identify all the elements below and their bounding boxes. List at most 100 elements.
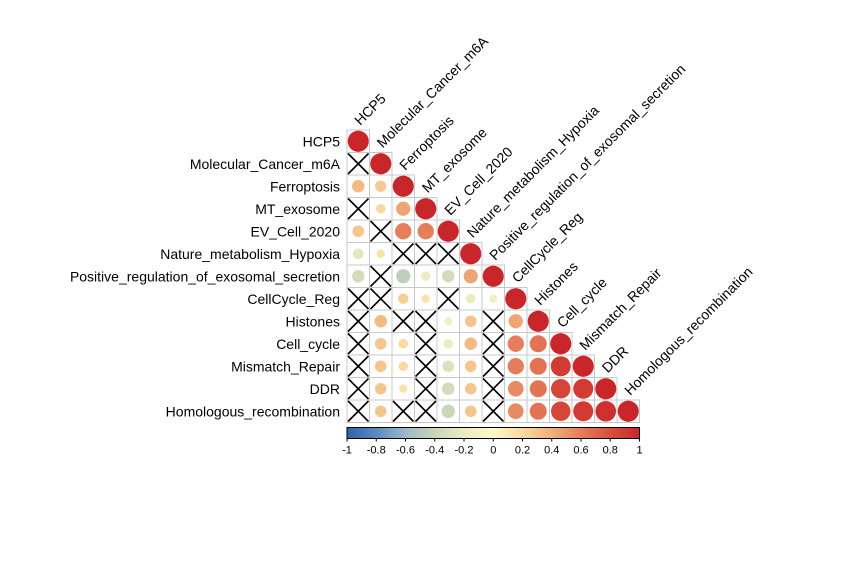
insignificant-mark	[437, 242, 460, 265]
row-label: HCP5	[303, 133, 341, 149]
correlation-circle	[529, 335, 547, 353]
matrix-cell	[549, 399, 573, 423]
insignificant-mark	[347, 332, 370, 355]
correlation-circle	[441, 404, 455, 418]
matrix-cell	[369, 377, 393, 401]
matrix-cell	[459, 242, 483, 266]
correlation-circle	[550, 333, 572, 355]
matrix-cell	[369, 242, 393, 266]
matrix-cell	[346, 152, 370, 176]
correlation-circle	[463, 269, 478, 284]
matrix-cell	[391, 287, 415, 311]
matrix-cell	[391, 219, 415, 243]
matrix-cell	[459, 377, 483, 401]
matrix-cell	[481, 332, 505, 356]
matrix-cell	[414, 309, 438, 333]
matrix-cell	[369, 399, 393, 423]
row-label: Mismatch_Repair	[231, 358, 340, 374]
matrix-cell	[436, 242, 460, 266]
correlation-circle	[395, 223, 412, 240]
matrix-cell	[481, 309, 505, 333]
correlation-circle	[396, 269, 411, 284]
matrix-cells	[346, 129, 640, 423]
correlation-circle	[529, 357, 547, 375]
matrix-cell	[594, 377, 618, 401]
colorbar-tick-label: 0.8	[603, 445, 618, 457]
insignificant-mark	[369, 287, 392, 310]
correlation-circle	[464, 315, 477, 328]
correlation-circle	[505, 288, 527, 310]
matrix-cell	[414, 354, 438, 378]
correlation-circle	[352, 225, 365, 238]
correlation-circle	[392, 175, 414, 197]
correlation-circle	[415, 198, 437, 220]
colorbar-tick-label: -0.4	[425, 445, 444, 457]
correlation-circle	[529, 380, 547, 398]
matrix-cell	[481, 399, 505, 423]
matrix-cell	[369, 354, 393, 378]
colorbar-ticks: -1 -0.8 -0.6 -0.4 -0.2 0 0.2 0.4 0.6 0.8 1	[342, 438, 643, 457]
matrix-cell	[481, 287, 505, 311]
insignificant-mark	[414, 377, 437, 400]
matrix-cell	[504, 354, 528, 378]
matrix-cell	[414, 264, 438, 288]
correlation-circle	[437, 220, 459, 242]
colorbar-tick-label: 0	[490, 445, 496, 457]
colorbar-tick-label: -0.6	[396, 445, 415, 457]
row-labels: HCP5 Molecular_Cancer_m6A Ferroptosis MT_ex…	[70, 133, 341, 419]
matrix-cell	[391, 377, 415, 401]
correlation-circle	[374, 360, 387, 373]
matrix-cell	[414, 332, 438, 356]
row-label: Ferroptosis	[270, 178, 340, 194]
matrix-cell	[346, 399, 370, 423]
matrix-cell	[549, 332, 573, 356]
correlation-circle	[464, 382, 477, 395]
matrix-cell	[549, 354, 573, 378]
correlation-circle	[374, 382, 387, 395]
matrix-cell	[391, 242, 415, 266]
insignificant-mark	[347, 355, 370, 378]
correlation-circle	[444, 317, 453, 326]
matrix-cell	[459, 332, 483, 356]
matrix-cell	[346, 332, 370, 356]
row-label: CellCycle_Reg	[247, 291, 340, 307]
matrix-cell	[436, 264, 460, 288]
matrix-cell	[436, 354, 460, 378]
matrix-cell	[436, 377, 460, 401]
matrix-cell	[526, 332, 550, 356]
row-label: Homologous_recombination	[166, 403, 340, 419]
correlation-circle	[507, 380, 524, 397]
column-label: Mismatch_Repair	[576, 265, 665, 354]
insignificant-mark	[392, 310, 415, 333]
correlation-circle	[573, 401, 594, 422]
matrix-cell	[459, 309, 483, 333]
correlation-circle	[507, 335, 524, 352]
matrix-cell	[391, 332, 415, 356]
correlation-circle	[617, 400, 639, 422]
correlation-circle	[421, 271, 431, 281]
correlation-circle	[351, 179, 365, 193]
correlation-circle	[460, 243, 482, 265]
row-label: Histones	[286, 313, 340, 329]
matrix-cell	[346, 354, 370, 378]
insignificant-mark	[347, 197, 370, 220]
matrix-cell	[526, 399, 550, 423]
matrix-cell	[526, 354, 550, 378]
matrix-cell	[504, 399, 528, 423]
correlation-circle	[550, 356, 571, 377]
matrix-cell	[481, 264, 505, 288]
correlation-circle	[489, 294, 498, 303]
matrix-cell	[414, 197, 438, 221]
insignificant-mark	[482, 355, 505, 378]
column-label: HCP5	[351, 90, 389, 128]
matrix-cell	[346, 197, 370, 221]
insignificant-mark	[414, 332, 437, 355]
matrix-cell	[571, 377, 595, 401]
correlation-circle	[376, 249, 385, 258]
insignificant-mark	[347, 310, 370, 333]
row-label: EV_Cell_2020	[250, 223, 340, 239]
correlation-circle	[595, 400, 617, 422]
matrix-cell	[459, 287, 483, 311]
matrix-cell	[481, 354, 505, 378]
